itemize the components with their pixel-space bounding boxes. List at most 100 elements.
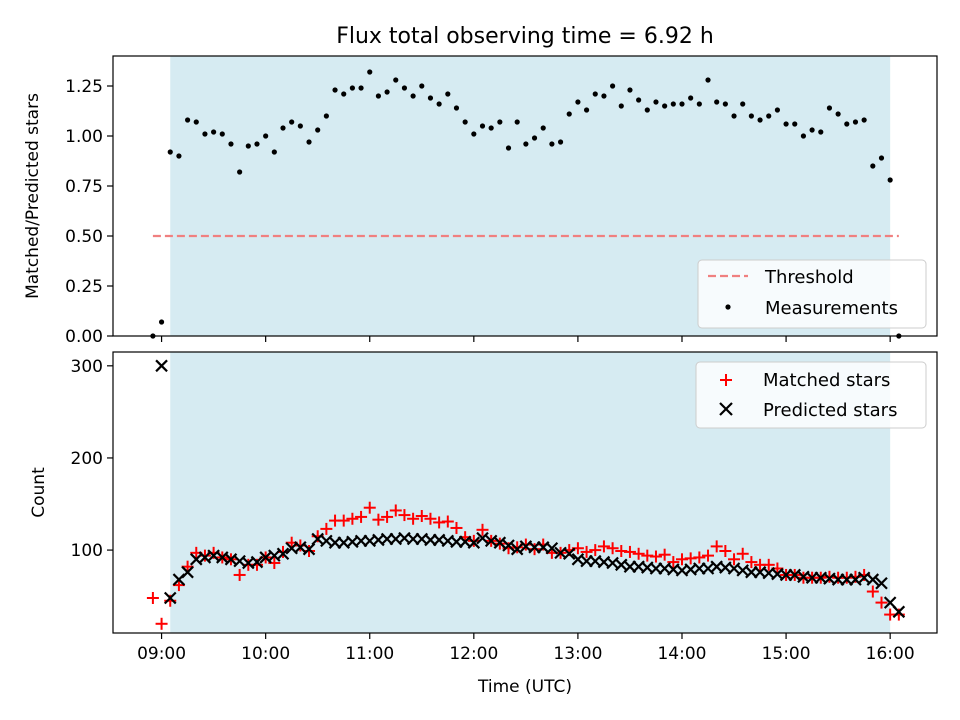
matched-star-point bbox=[667, 556, 680, 569]
measurement-point bbox=[696, 101, 702, 107]
ratio-y-tick-label: 0.25 bbox=[65, 277, 103, 297]
measurement-point bbox=[636, 97, 642, 103]
chart-title: Flux total observing time = 6.92 h bbox=[336, 24, 714, 49]
count-panel: 100 200 300 09:00 10:00 11:00 12:00 13:00 14:00… bbox=[29, 351, 938, 697]
predicted-star-point bbox=[545, 541, 559, 555]
measurement-point bbox=[271, 149, 277, 155]
predicted-star-point bbox=[181, 565, 194, 579]
measurement-point bbox=[531, 135, 538, 141]
measurement-point bbox=[479, 123, 486, 129]
measurement-point bbox=[835, 111, 841, 117]
predicted-star-point bbox=[493, 536, 507, 549]
predicted-star-point bbox=[875, 576, 888, 590]
matched-star-point bbox=[155, 617, 168, 630]
ratio-y-tick-label: 1.00 bbox=[65, 127, 103, 147]
ratio-y-tick-label: 0.50 bbox=[65, 227, 103, 247]
measurement-point bbox=[289, 119, 295, 125]
matched-star-point bbox=[415, 509, 428, 522]
matched-star-point bbox=[702, 549, 715, 562]
measurement-point bbox=[540, 125, 546, 131]
matched-star-point bbox=[363, 501, 376, 514]
measurement-point bbox=[158, 319, 165, 325]
matched-star-point bbox=[589, 544, 602, 557]
matched-star-point bbox=[762, 558, 775, 571]
predicted-star-point bbox=[302, 542, 316, 556]
time-x-tick-label: 15:00 bbox=[762, 644, 811, 664]
measurement-point bbox=[254, 141, 260, 147]
time-x-tick-label: 10:00 bbox=[241, 644, 290, 664]
matched-star-point bbox=[320, 522, 333, 535]
measurement-point bbox=[349, 85, 355, 91]
predicted-star-point bbox=[510, 542, 524, 556]
measurement-point bbox=[653, 99, 659, 105]
measurement-point bbox=[393, 77, 399, 83]
matched-star-point bbox=[381, 510, 394, 523]
predicted-star-point bbox=[866, 573, 880, 586]
matched-star-point bbox=[866, 585, 879, 598]
predicted-star-point bbox=[562, 547, 576, 561]
matched-star-point bbox=[355, 510, 368, 523]
count-y-tick-label: 300 bbox=[71, 357, 103, 377]
ratio-y-tick-label: 0.00 bbox=[65, 327, 103, 347]
measurement-point bbox=[193, 119, 199, 125]
time-x-tick-label: 11:00 bbox=[345, 644, 394, 664]
measurement-point bbox=[844, 121, 850, 127]
measurement-point bbox=[783, 121, 789, 127]
measurement-point bbox=[809, 127, 815, 133]
measurement-point bbox=[826, 105, 833, 111]
matched-star-point bbox=[710, 540, 723, 553]
matched-star-point bbox=[623, 545, 636, 558]
measurement-point bbox=[662, 103, 668, 109]
measurement-point bbox=[514, 119, 520, 125]
measurement-point bbox=[861, 117, 867, 123]
measurement-point bbox=[575, 99, 581, 105]
predicted-star-point bbox=[892, 605, 906, 619]
time-x-tick-label: 09:00 bbox=[137, 644, 186, 664]
measurement-point bbox=[549, 141, 555, 147]
measurement-point bbox=[497, 119, 503, 125]
time-x-tick-label: 13:00 bbox=[553, 644, 602, 664]
measurement-point bbox=[419, 83, 425, 89]
measurement-point bbox=[757, 117, 763, 123]
measurement-point bbox=[740, 101, 746, 107]
count-panel-frame bbox=[112, 351, 938, 634]
predicted-star-point bbox=[250, 555, 264, 569]
legend-measurements-marker bbox=[725, 304, 731, 310]
measurement-point bbox=[358, 85, 364, 91]
measurement-point bbox=[384, 89, 390, 95]
matched-star-point bbox=[649, 550, 662, 563]
matched-star-point bbox=[467, 534, 480, 547]
matched-star-point bbox=[372, 513, 385, 526]
measurement-point bbox=[341, 91, 347, 97]
ratio-legend: Threshold Measurements bbox=[697, 259, 927, 329]
measurement-point bbox=[315, 127, 321, 133]
measurement-point bbox=[471, 131, 477, 137]
matched-star-point bbox=[146, 591, 159, 604]
legend-matched-marker bbox=[720, 374, 732, 386]
matched-star-point bbox=[693, 551, 706, 564]
matched-star-point bbox=[728, 553, 741, 566]
predicted-star-point bbox=[276, 547, 290, 561]
measurement-point bbox=[557, 139, 564, 145]
measurement-point bbox=[766, 113, 772, 119]
measurement-point bbox=[505, 145, 512, 151]
legend-measurements-label: Measurements bbox=[765, 298, 898, 319]
measurement-point bbox=[722, 101, 728, 107]
matched-star-point bbox=[337, 514, 350, 527]
ratio-y-tick-label: 1.25 bbox=[65, 77, 103, 97]
measurement-point bbox=[887, 177, 893, 183]
measurement-point bbox=[870, 163, 876, 169]
matched-star-point bbox=[719, 545, 732, 558]
predicted-stars-points bbox=[155, 359, 906, 619]
matched-star-point bbox=[511, 541, 524, 554]
measurement-point bbox=[670, 101, 676, 107]
measurement-point bbox=[592, 91, 598, 97]
legend-predicted-marker bbox=[719, 402, 733, 416]
ratio-y-tick-label: 0.75 bbox=[65, 177, 103, 197]
measurement-point bbox=[367, 69, 373, 75]
measurement-point bbox=[610, 83, 616, 89]
matched-star-point bbox=[346, 512, 359, 525]
measurement-points bbox=[150, 69, 902, 339]
measurement-point bbox=[618, 103, 624, 109]
measurement-point bbox=[332, 87, 338, 93]
